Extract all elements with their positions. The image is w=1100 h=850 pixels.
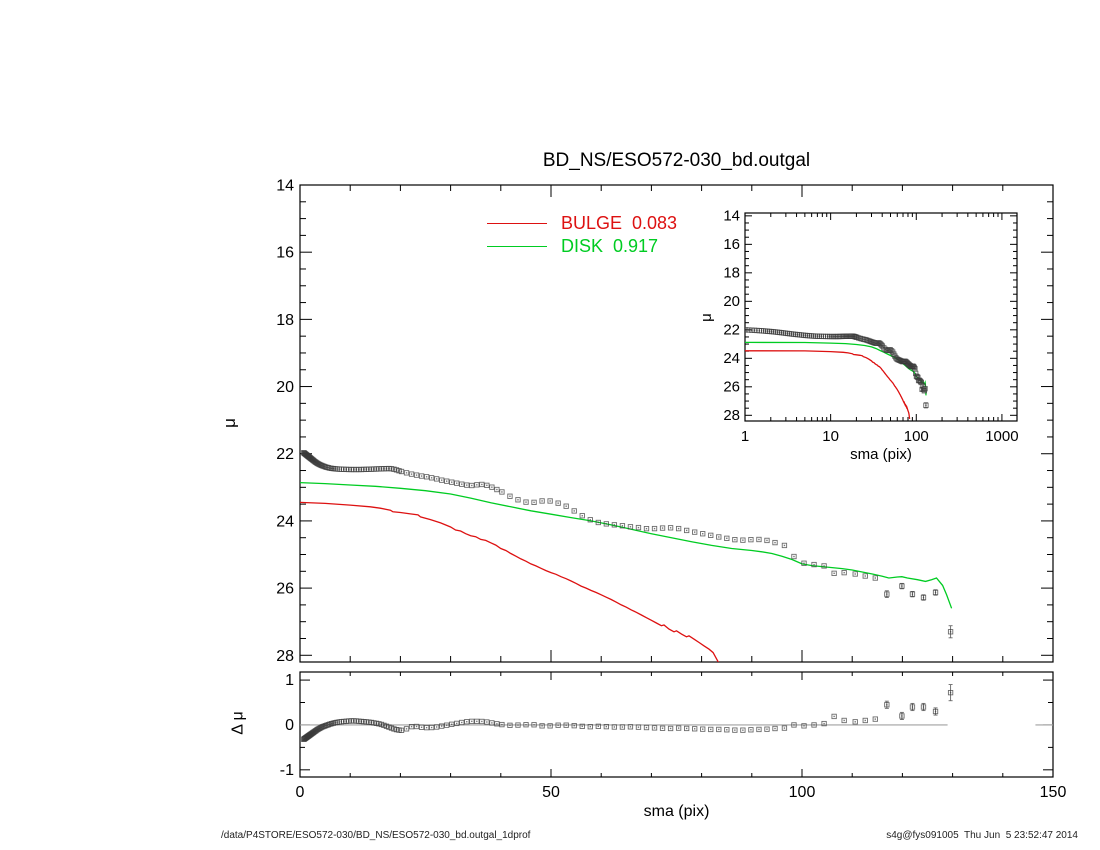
inset-y-tick-label: 18 bbox=[723, 264, 740, 281]
legend: BULGE 0.083 DISK 0.917 bbox=[487, 212, 677, 258]
legend-row-disk: DISK 0.917 bbox=[487, 235, 677, 258]
residual-y-axis-label: Δ μ bbox=[229, 711, 247, 735]
main-y-axis-label: μ bbox=[219, 418, 239, 428]
residual-y-tick-label: 0 bbox=[285, 717, 294, 734]
bulge-legend-label: BULGE 0.083 bbox=[561, 213, 678, 233]
inset-x-tick-label: 100 bbox=[904, 428, 929, 445]
inset-y-tick-label: 28 bbox=[723, 407, 740, 424]
x-tick-label: 100 bbox=[789, 784, 816, 801]
inset-y-tick-label: 20 bbox=[723, 293, 740, 310]
footer-file-path: /data/P4STORE/ESO572-030/BD_NS/ESO572-03… bbox=[221, 830, 531, 841]
x-tick-label: 0 bbox=[296, 784, 305, 801]
main-y-tick-label: 26 bbox=[276, 581, 294, 598]
disk-line-swatch bbox=[487, 246, 547, 247]
residual-y-tick-label: -1 bbox=[280, 762, 294, 779]
inset-y-axis-label: μ bbox=[697, 313, 715, 322]
page-title: BD_NS/ESO572-030_bd.outgal bbox=[542, 150, 811, 171]
inset-y-tick-label: 14 bbox=[723, 207, 740, 224]
inset-x-axis-label: sma (pix) bbox=[850, 446, 912, 463]
main-y-tick-label: 20 bbox=[276, 379, 294, 396]
legend-row-bulge: BULGE 0.083 bbox=[487, 212, 677, 235]
main-y-tick-label: 28 bbox=[276, 648, 294, 665]
residual-data-points bbox=[301, 684, 954, 742]
bulge-model-line bbox=[300, 501, 720, 662]
x-tick-label: 150 bbox=[1040, 784, 1067, 801]
bulge-line-swatch bbox=[487, 223, 547, 224]
residual-y-tick-label: 1 bbox=[285, 672, 294, 689]
main-y-tick-label: 14 bbox=[276, 178, 294, 195]
main-y-tick-label: 22 bbox=[276, 446, 294, 463]
footer-user-timestamp: s4g@fys091005 Thu Jun 5 23:52:47 2014 bbox=[886, 830, 1078, 841]
inset-bulge-model-line bbox=[745, 350, 911, 419]
main-y-tick-label: 16 bbox=[276, 245, 294, 262]
inset-x-tick-label: 1 bbox=[741, 428, 749, 445]
inset-x-tick-label: 1000 bbox=[985, 428, 1018, 445]
inset-x-tick-label: 10 bbox=[822, 428, 839, 445]
x-tick-label: 50 bbox=[542, 784, 560, 801]
profile-data-points bbox=[301, 450, 954, 639]
main-y-tick-label: 24 bbox=[276, 513, 294, 530]
inset-y-tick-label: 16 bbox=[723, 236, 740, 253]
inset-plot-box bbox=[744, 212, 1018, 422]
main-y-tick-label: 18 bbox=[276, 312, 294, 329]
disk-model-line bbox=[300, 481, 953, 609]
inset-profile-data-points bbox=[745, 327, 929, 409]
inset-y-tick-label: 26 bbox=[723, 378, 740, 395]
inset-y-tick-label: 22 bbox=[723, 321, 740, 338]
inset-y-tick-label: 24 bbox=[723, 350, 740, 367]
disk-legend-label: DISK 0.917 bbox=[561, 236, 659, 256]
x-axis-label: sma (pix) bbox=[643, 803, 710, 820]
